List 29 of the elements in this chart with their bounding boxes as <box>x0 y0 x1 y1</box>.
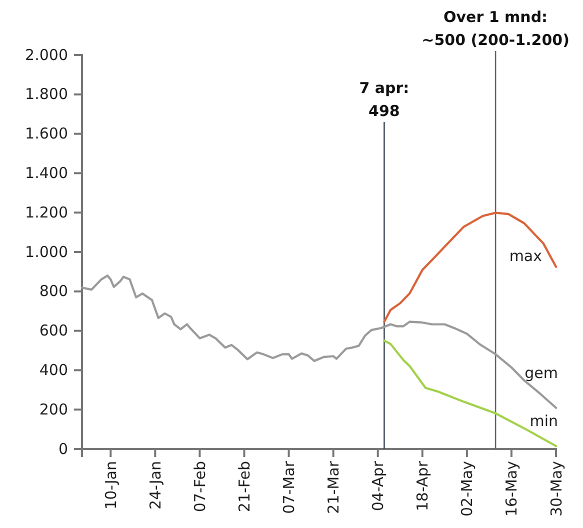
ref-line-label: Over 1 mnd: ~500 (200-1.200) <box>422 8 570 49</box>
y-tick-label: 1.000 <box>25 242 68 261</box>
line-series <box>383 212 558 323</box>
series-label: max <box>509 246 542 265</box>
x-tick-label: 10-Jan <box>102 461 120 510</box>
x-tick-label: 18-Apr <box>414 460 432 512</box>
x-tick-label: 24-Jan <box>146 461 164 510</box>
x-tick-label: 21-Feb <box>235 461 254 512</box>
y-tick-label: 800 <box>39 282 68 300</box>
x-tick-label: 07-Mar <box>280 460 298 514</box>
y-tick-label: 200 <box>39 400 68 418</box>
y-tick-label: 1.600 <box>25 124 68 143</box>
y-tick-label: 2.000 <box>25 46 68 64</box>
x-tick-label: 30-May <box>547 460 566 517</box>
y-tick-label: 1.200 <box>25 203 68 222</box>
x-tick-label: 04-Apr <box>369 460 388 512</box>
y-tick-label: 400 <box>39 361 68 379</box>
line-series <box>383 340 558 448</box>
y-tick-label: 1.800 <box>25 85 68 104</box>
y-tick-label: 0 <box>58 440 68 458</box>
x-tick-label: 07-Feb <box>190 461 209 512</box>
series-label: gem <box>524 364 558 382</box>
x-tick-label: 21-Mar <box>324 460 343 514</box>
y-tick-label: 600 <box>39 322 68 340</box>
series-label: min <box>530 412 558 430</box>
ref-line-label: 7 apr: 498 <box>359 79 410 120</box>
x-tick-label: 02-May <box>458 460 476 517</box>
x-tick-label: 16-May <box>502 460 521 517</box>
y-tick-label: 1.400 <box>25 164 68 182</box>
